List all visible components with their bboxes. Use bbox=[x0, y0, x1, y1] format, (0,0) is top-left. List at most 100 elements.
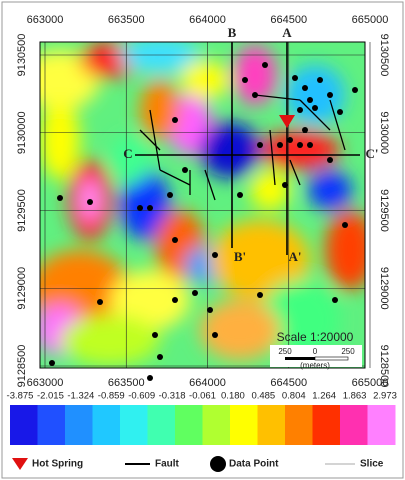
scale-unit: (meters) bbox=[300, 361, 330, 370]
y-tick-label: 9128500 bbox=[16, 345, 28, 388]
data-point bbox=[337, 109, 343, 115]
colorbar-label: 1.863 bbox=[343, 391, 367, 402]
data-point bbox=[327, 157, 333, 163]
colorbar-swatch bbox=[367, 405, 396, 445]
y-tick-label: 9130000 bbox=[16, 111, 28, 154]
data-point bbox=[277, 142, 283, 148]
colorbar-label: 0.180 bbox=[221, 391, 245, 402]
data-point bbox=[242, 77, 248, 83]
scale-zero: 0 bbox=[313, 347, 318, 356]
x-tick-label: 663500 bbox=[108, 14, 145, 26]
y-tick-label: 9129500 bbox=[378, 189, 390, 232]
x-tick-label: 663000 bbox=[27, 14, 64, 26]
colorbar-label: -0.318 bbox=[159, 391, 186, 402]
colorbar-label: 2.973 bbox=[373, 391, 397, 402]
x-tick-label: 664000 bbox=[189, 14, 226, 26]
legend-label: Hot Spring bbox=[32, 459, 83, 470]
anomaly-field bbox=[40, 42, 365, 365]
colorbar-label: -3.875 bbox=[7, 391, 34, 402]
colorbar-swatch bbox=[120, 405, 148, 445]
x-tick-label: 664500 bbox=[270, 377, 307, 389]
anomaly bbox=[260, 280, 340, 360]
colorbar-swatch bbox=[312, 405, 341, 445]
y-tick-label: 9129000 bbox=[378, 267, 390, 310]
anomaly bbox=[200, 122, 260, 178]
data-point bbox=[152, 332, 158, 338]
colorbar-swatch bbox=[147, 405, 176, 445]
y-tick-label: 9129500 bbox=[16, 189, 28, 232]
data-point bbox=[257, 142, 263, 148]
scale-right: 250 bbox=[341, 347, 355, 356]
colorbar-label: 1.264 bbox=[312, 391, 336, 402]
data-point bbox=[182, 167, 188, 173]
fault bbox=[159, 169, 191, 186]
legend-label: Slice bbox=[360, 459, 384, 470]
data-point bbox=[307, 142, 313, 148]
anomaly bbox=[210, 220, 310, 300]
data-point bbox=[147, 205, 153, 211]
data-point bbox=[207, 307, 213, 313]
colorbar-swatch bbox=[202, 405, 231, 445]
colorbar-label: -0.609 bbox=[128, 391, 155, 402]
x-tick-label: 665000 bbox=[352, 377, 389, 389]
data-point bbox=[302, 85, 308, 91]
anomaly bbox=[40, 100, 80, 180]
data-point bbox=[307, 97, 313, 103]
grid: 663000 663000 663500 663500 664000 664000 6645… bbox=[16, 14, 390, 389]
colorbar-swatch bbox=[257, 405, 286, 445]
data-point bbox=[147, 375, 153, 381]
data-point bbox=[97, 299, 103, 305]
anomaly bbox=[308, 170, 352, 210]
data-point bbox=[57, 195, 63, 201]
section-label: C bbox=[123, 146, 132, 161]
y-tick-label: 9130500 bbox=[16, 34, 28, 77]
data-point bbox=[317, 77, 323, 83]
data-point bbox=[172, 297, 178, 303]
x-tick-label: 665000 bbox=[352, 14, 389, 26]
scale-title: Scale 1:20000 bbox=[277, 330, 354, 344]
map-surface bbox=[40, 42, 365, 368]
section-label: C' bbox=[366, 146, 379, 161]
fault bbox=[269, 129, 276, 186]
data-point bbox=[352, 87, 358, 93]
section-label: A' bbox=[289, 249, 302, 264]
fault bbox=[329, 99, 346, 151]
hot-spring-icon bbox=[12, 458, 28, 470]
anomaly bbox=[260, 130, 340, 170]
x-tick-label: 663000 bbox=[27, 377, 64, 389]
data-point bbox=[332, 297, 338, 303]
y-tick-label: 9129000 bbox=[16, 267, 28, 310]
anomaly bbox=[200, 300, 280, 360]
fault bbox=[289, 159, 301, 186]
x-tick-label: 664500 bbox=[270, 14, 307, 26]
data-point bbox=[212, 252, 218, 258]
data-point bbox=[172, 237, 178, 243]
fault bbox=[299, 99, 331, 131]
anomaly bbox=[180, 60, 230, 100]
scale-box bbox=[270, 345, 362, 367]
data-point bbox=[297, 142, 303, 148]
data-point bbox=[292, 75, 298, 81]
anomaly bbox=[140, 80, 180, 140]
fault bbox=[204, 169, 216, 201]
data-point bbox=[167, 192, 173, 198]
data-point bbox=[137, 205, 143, 211]
colorbar-label: -1.324 bbox=[67, 391, 94, 402]
data-point bbox=[172, 117, 178, 123]
data-point bbox=[282, 182, 288, 188]
colorbar-swatch bbox=[340, 405, 368, 445]
data-point bbox=[342, 222, 348, 228]
y-tick-label: 9128500 bbox=[378, 345, 390, 388]
section-label: B bbox=[228, 25, 237, 40]
scale-bar: Scale 1:20000 250 0 250 (meters) bbox=[270, 330, 362, 370]
data-point bbox=[287, 137, 293, 143]
section-label: B' bbox=[234, 249, 246, 264]
colorbar-swatch bbox=[37, 405, 66, 445]
colorbar-swatch bbox=[10, 405, 38, 445]
data-point bbox=[192, 290, 198, 296]
legend: Hot Spring Fault Data Point Slice bbox=[12, 456, 384, 472]
fault bbox=[139, 129, 161, 151]
colorbar-swatch bbox=[65, 405, 93, 445]
overlay: A A' B B' C C' bbox=[49, 25, 379, 381]
